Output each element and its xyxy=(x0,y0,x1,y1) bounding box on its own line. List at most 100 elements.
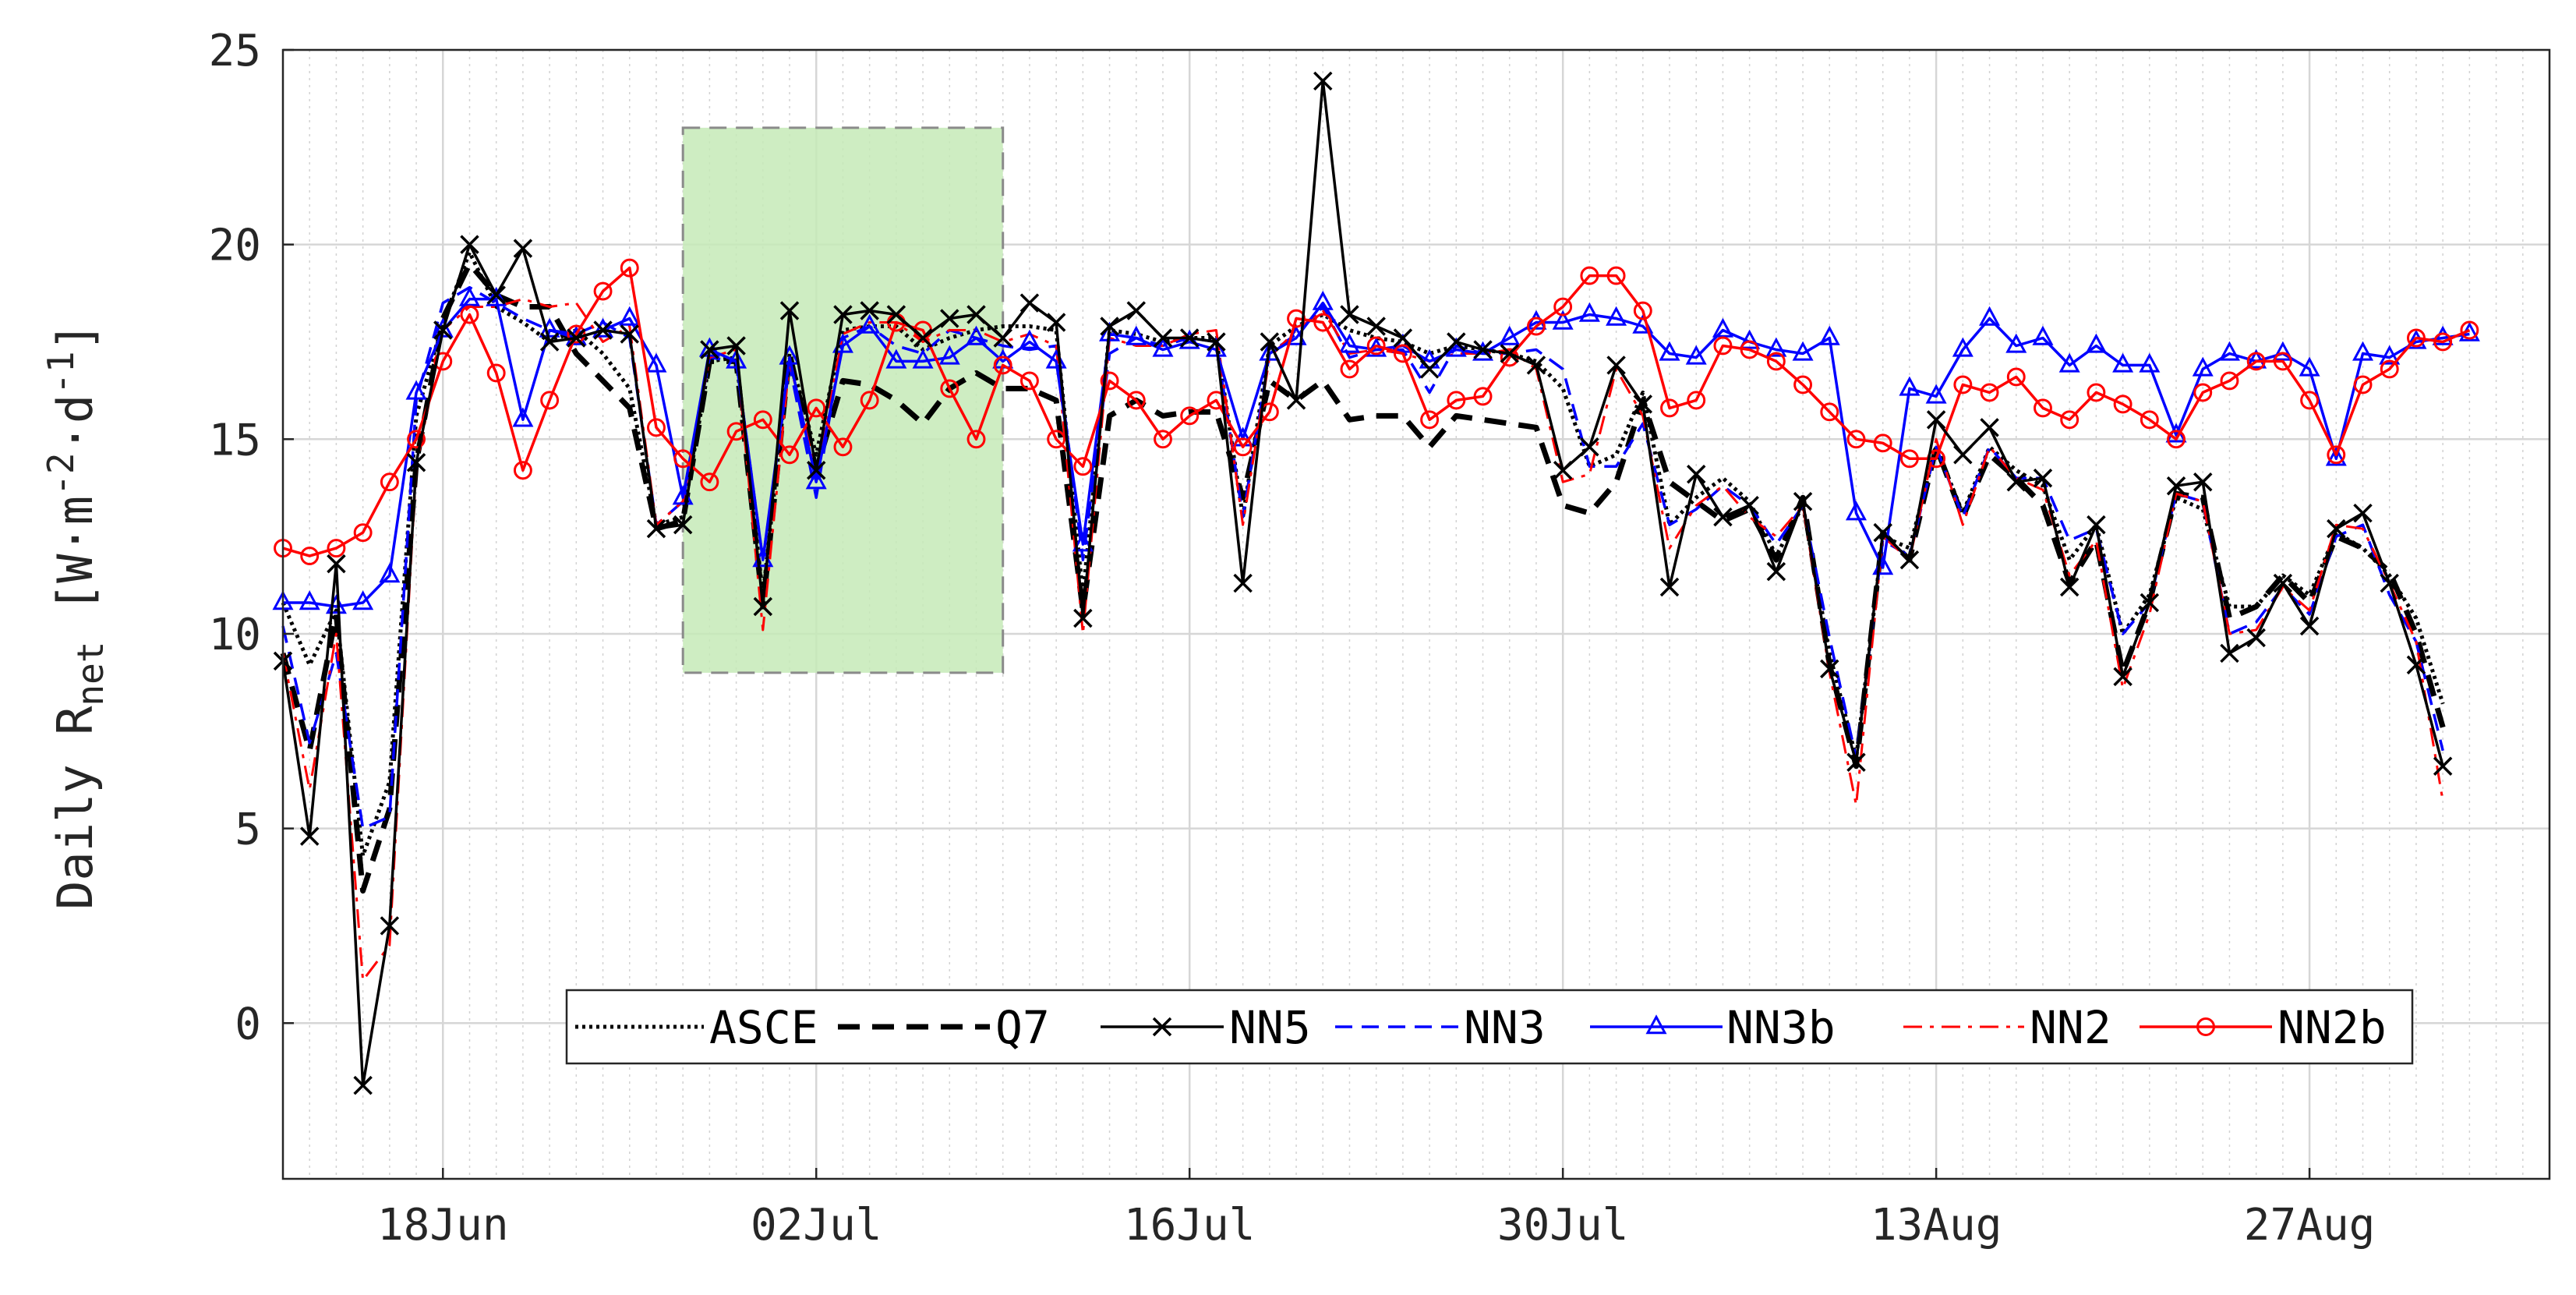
data-point xyxy=(2006,472,2026,492)
data-point xyxy=(807,461,826,480)
data-point xyxy=(2167,430,2186,449)
data-point xyxy=(513,239,533,258)
data-point xyxy=(2246,628,2266,648)
data-point xyxy=(2033,469,2053,488)
legend: ASCE Q7 NN5 NN3 NN3b NN2 NN2b xyxy=(565,989,2414,1065)
data-point xyxy=(1366,317,1386,336)
data-point xyxy=(2353,375,2373,395)
data-point xyxy=(1447,391,1466,410)
data-point xyxy=(646,518,666,539)
series-q7 xyxy=(280,261,2446,893)
data-point xyxy=(380,472,399,492)
data-point xyxy=(1578,302,1600,322)
data-point xyxy=(1645,1014,1667,1035)
data-point xyxy=(726,349,747,369)
data-point xyxy=(379,563,401,583)
legend-entry-nn3: NN3 xyxy=(1335,1001,1546,1054)
data-point xyxy=(1233,573,1253,593)
data-point xyxy=(1740,340,1759,359)
data-point xyxy=(327,554,346,574)
legend-label: Q7 xyxy=(995,1001,1050,1054)
legend-label: NN3b xyxy=(1726,1001,1836,1054)
data-point xyxy=(2327,445,2346,465)
data-point xyxy=(1233,437,1253,457)
data-point xyxy=(940,379,959,398)
data-point xyxy=(592,317,614,338)
data-point xyxy=(1606,306,1627,326)
data-point xyxy=(2113,667,2133,687)
data-point xyxy=(1340,359,1359,379)
data-point xyxy=(1713,336,1733,356)
data-point xyxy=(2032,325,2054,345)
y-tick-label: 20 xyxy=(209,221,261,271)
data-point xyxy=(458,286,480,306)
data-point xyxy=(805,469,827,490)
data-point xyxy=(2380,359,2399,379)
data-point xyxy=(1312,290,1334,310)
data-point xyxy=(700,340,719,359)
data-point xyxy=(567,324,586,344)
data-point xyxy=(1793,491,1813,511)
data-point xyxy=(912,349,934,369)
y-tick-label: 0 xyxy=(235,999,261,1049)
data-point xyxy=(1659,577,1680,597)
data-point xyxy=(2059,577,2080,597)
data-point xyxy=(1899,550,1920,570)
data-point xyxy=(1686,465,1706,484)
data-point xyxy=(1338,333,1360,353)
data-point xyxy=(1073,608,1093,628)
legend-label: ASCE xyxy=(709,1001,818,1054)
data-point xyxy=(353,1075,373,1095)
data-point xyxy=(1712,317,1733,338)
plot-frame xyxy=(281,48,2551,1180)
data-point xyxy=(859,313,881,334)
data-point xyxy=(406,453,426,472)
data-point xyxy=(1553,461,1573,480)
data-point xyxy=(886,305,906,324)
data-point xyxy=(2085,333,2107,353)
highlight-rect xyxy=(681,126,1005,674)
data-point xyxy=(433,320,453,340)
data-point xyxy=(1820,659,1839,679)
legend-entry-nn5: NN5 xyxy=(1101,1001,1311,1054)
data-point xyxy=(299,826,320,846)
data-point xyxy=(1820,402,1839,422)
data-point xyxy=(2220,643,2239,663)
data-point xyxy=(1740,495,1759,515)
data-point xyxy=(1207,332,1226,352)
series-line xyxy=(281,80,2444,1087)
data-point xyxy=(486,285,506,305)
legend-label: NN2b xyxy=(2277,1001,2387,1054)
data-point xyxy=(2379,345,2401,365)
data-point xyxy=(1552,310,1574,330)
series-nn2b xyxy=(274,258,2479,566)
data-point xyxy=(1180,406,1200,426)
data-point xyxy=(1685,345,1707,365)
data-point xyxy=(1765,337,1787,357)
ylabel-subscript: net xyxy=(69,642,111,706)
data-point xyxy=(1633,301,1652,320)
data-point xyxy=(1100,371,1119,391)
data-point xyxy=(2299,616,2320,636)
legend-label: NN3 xyxy=(1464,1001,1546,1054)
data-point xyxy=(2327,518,2346,539)
data-point xyxy=(1340,305,1359,324)
data-point xyxy=(327,539,346,558)
x-tick-label: 30Jul xyxy=(1497,1200,1629,1251)
data-point xyxy=(993,328,1012,348)
x-tick-label: 13Aug xyxy=(1871,1200,2002,1251)
data-point xyxy=(299,590,320,610)
data-point xyxy=(1979,306,2001,326)
data-point xyxy=(1420,410,1440,430)
series-line xyxy=(282,266,2471,557)
data-point xyxy=(405,380,427,400)
data-point xyxy=(567,328,586,348)
data-point xyxy=(2192,356,2214,377)
x-tick-label: 02Jul xyxy=(751,1200,882,1251)
data-point xyxy=(966,305,986,324)
data-point xyxy=(1313,71,1333,91)
data-point xyxy=(647,418,666,437)
data-point xyxy=(1366,336,1386,356)
data-point xyxy=(966,430,986,449)
